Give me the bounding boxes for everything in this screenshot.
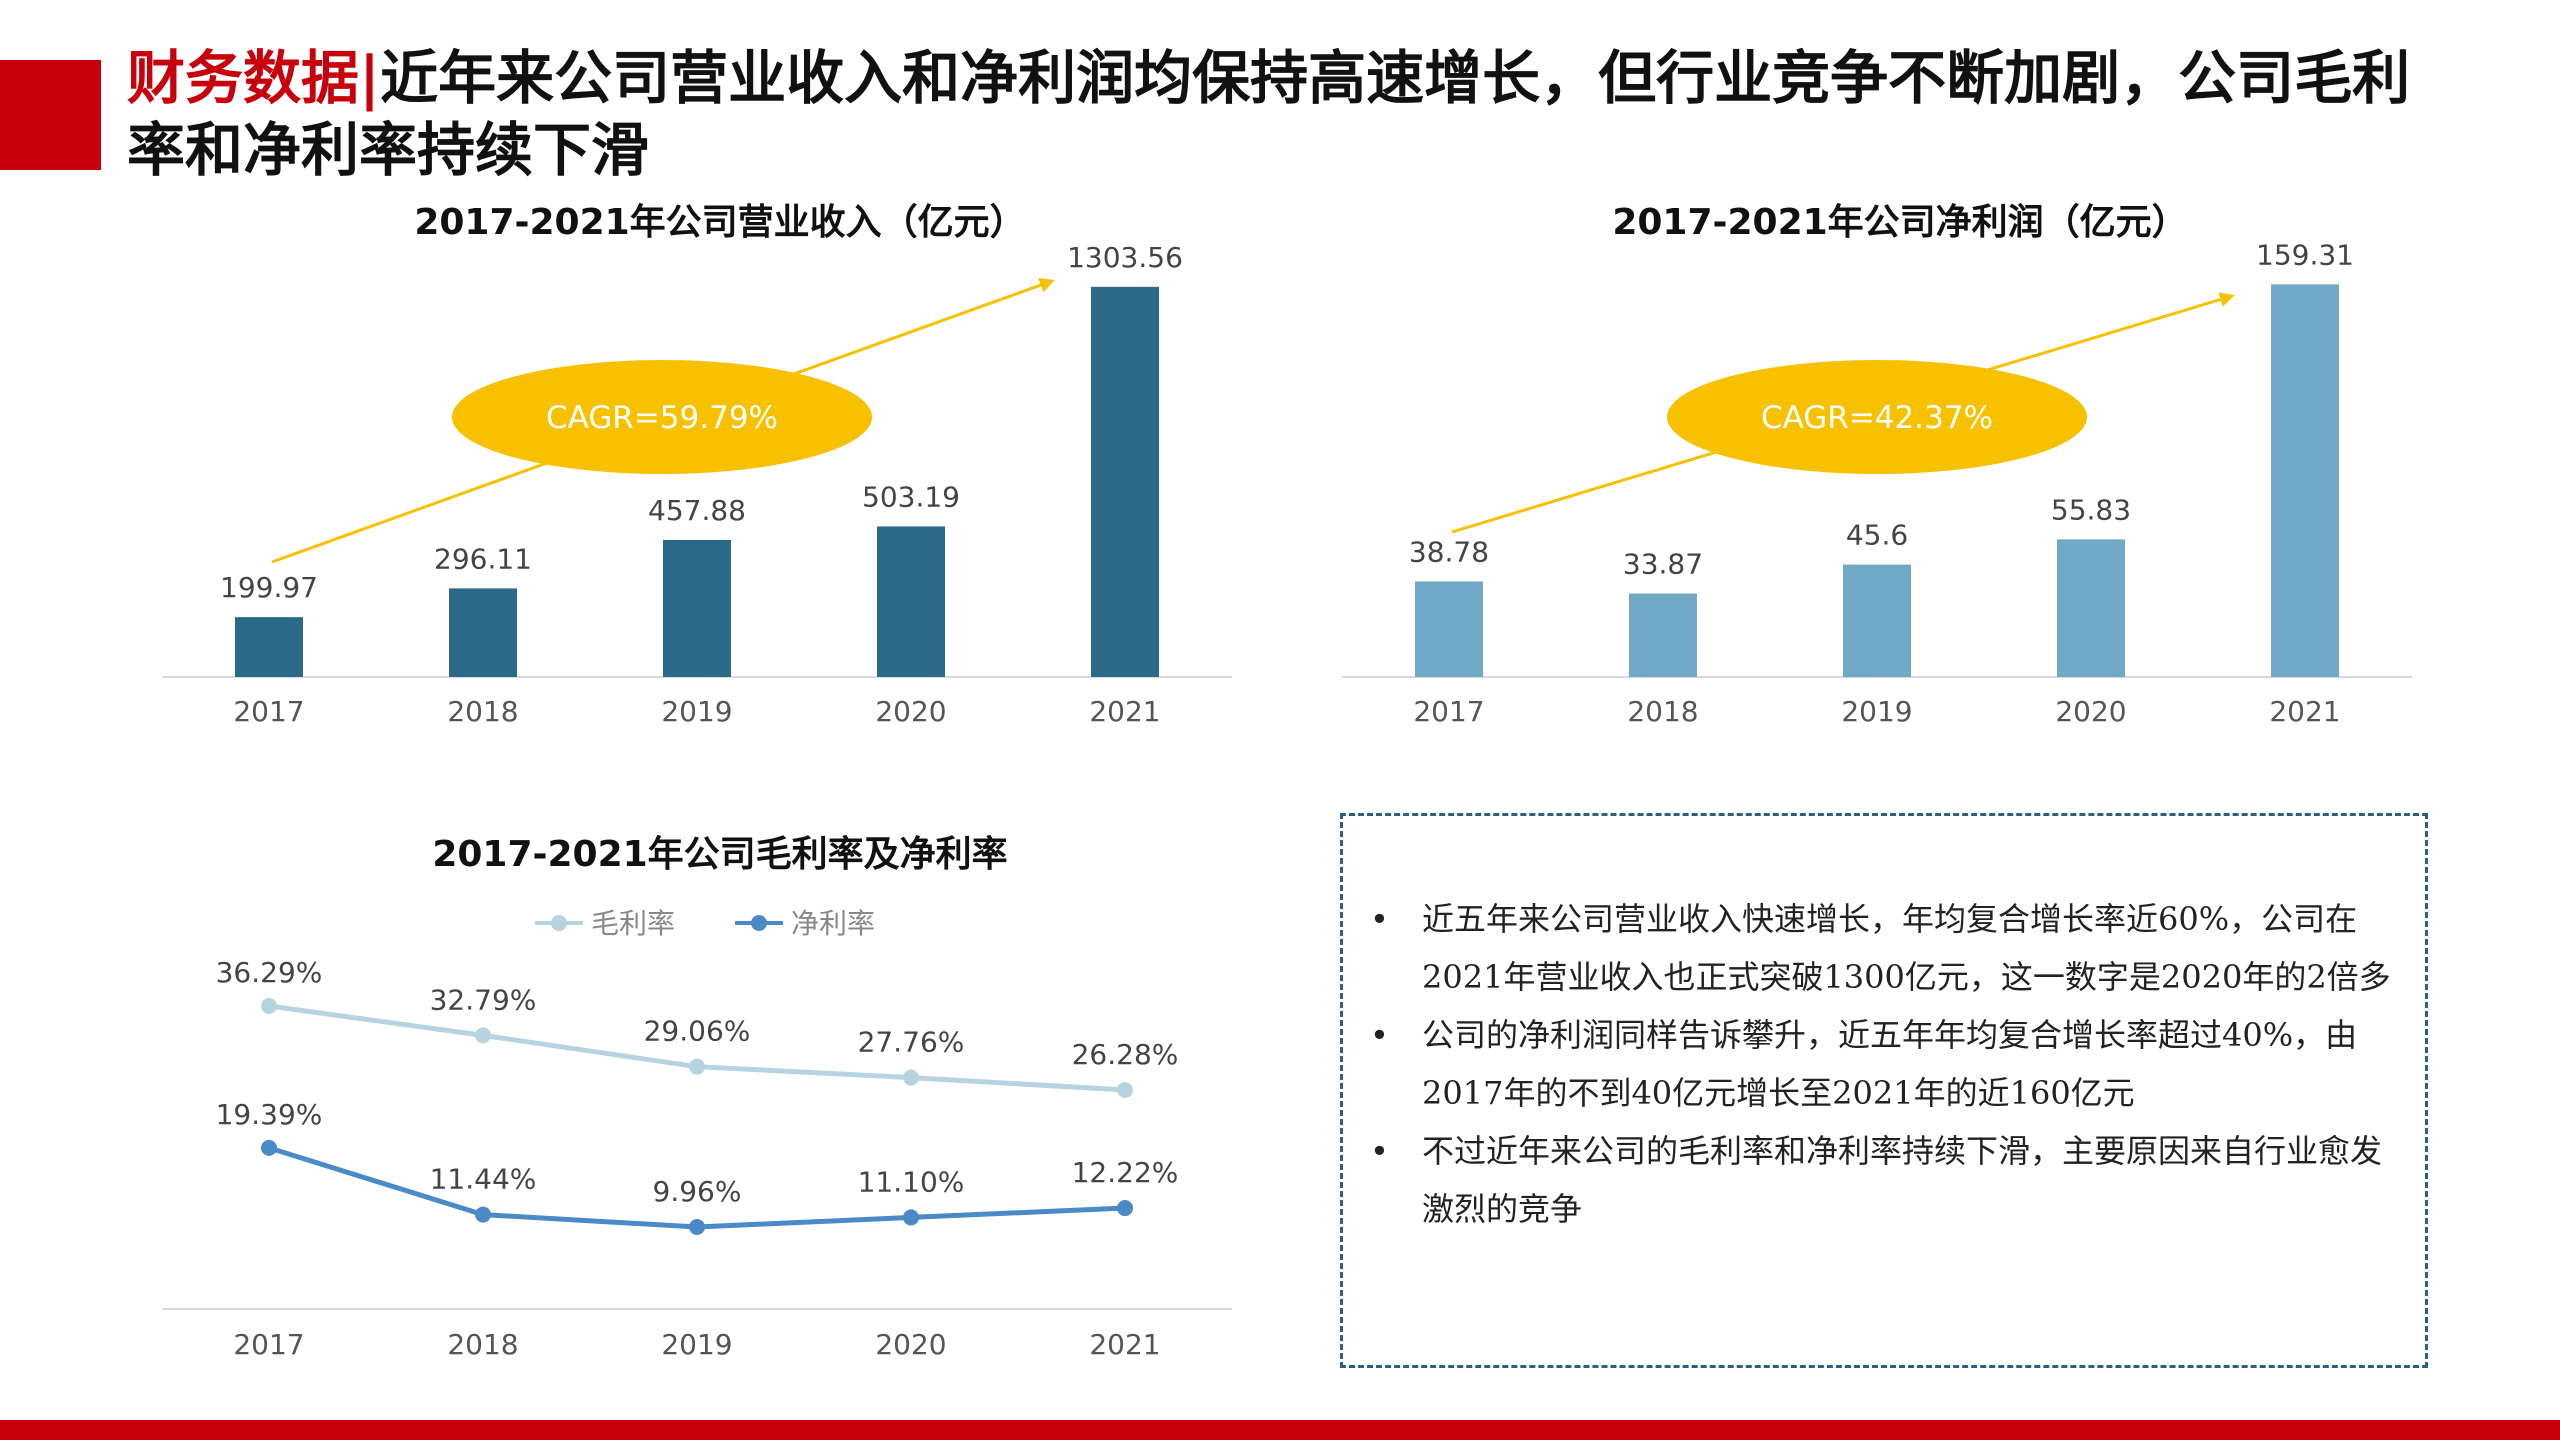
data-label: 12.22% bbox=[1072, 1156, 1179, 1189]
bar-value-label: 33.87 bbox=[1623, 548, 1703, 581]
legend-marker bbox=[751, 915, 767, 931]
x-tick-label: 2019 bbox=[661, 1328, 732, 1361]
note-text: 不过近年来公司的毛利率和净利率持续下滑，主要原因来自行业愈发激烈的竞争 bbox=[1422, 1132, 2383, 1228]
data-point bbox=[689, 1219, 705, 1235]
x-tick-label: 2020 bbox=[875, 695, 946, 728]
data-label: 27.76% bbox=[858, 1026, 965, 1059]
data-label: 29.06% bbox=[644, 1015, 751, 1048]
data-label: 11.44% bbox=[430, 1163, 537, 1196]
bar-value-label: 1303.56 bbox=[1067, 241, 1183, 274]
bar-value-label: 55.83 bbox=[2051, 493, 2131, 526]
bar bbox=[1415, 581, 1483, 677]
bar-value-label: 45.6 bbox=[1846, 519, 1908, 552]
x-tick-label: 2018 bbox=[447, 695, 518, 728]
bar bbox=[1091, 286, 1159, 677]
notes-box bbox=[1340, 813, 2428, 1368]
x-tick-label: 2019 bbox=[1841, 695, 1912, 728]
data-point bbox=[1117, 1082, 1133, 1099]
revenue-chart-title: 2017-2021年公司营业收入（亿元） bbox=[414, 202, 1026, 243]
legend-label: 毛利率 bbox=[591, 907, 675, 940]
x-tick-label: 2018 bbox=[1627, 695, 1698, 728]
headline-tag: 财务数据 bbox=[127, 44, 360, 112]
data-point bbox=[261, 1139, 277, 1156]
x-tick-label: 2021 bbox=[1089, 1328, 1160, 1361]
x-tick-label: 2019 bbox=[661, 695, 732, 728]
data-point bbox=[689, 1058, 705, 1075]
cagr-label: CAGR=42.37% bbox=[1761, 400, 1993, 436]
legend-marker bbox=[551, 915, 567, 931]
bar bbox=[1843, 564, 1911, 677]
data-label: 26.28% bbox=[1072, 1038, 1179, 1071]
bar-value-label: 159.31 bbox=[2256, 238, 2354, 271]
cagr-ellipse bbox=[1667, 360, 2087, 474]
bar-value-label: 38.78 bbox=[1409, 535, 1489, 568]
x-tick-label: 2020 bbox=[2055, 695, 2126, 728]
x-tick-label: 2018 bbox=[447, 1328, 518, 1361]
data-point bbox=[261, 998, 277, 1014]
x-tick-label: 2021 bbox=[2269, 695, 2340, 728]
profit-chart-title: 2017-2021年公司净利润（亿元） bbox=[1612, 202, 2188, 243]
bullet-icon: • bbox=[1370, 1132, 1389, 1170]
x-tick-label: 2020 bbox=[875, 1328, 946, 1361]
bar-value-label: 503.19 bbox=[862, 480, 960, 513]
bar-value-label: 199.97 bbox=[220, 571, 318, 604]
headline-separator: | bbox=[359, 44, 381, 112]
data-point bbox=[903, 1069, 919, 1086]
data-point bbox=[1117, 1200, 1133, 1217]
notes-list: • 近五年来公司营业收入快速增长，年均复合增长率近60%，公司在2021年营业收入… bbox=[1370, 890, 2410, 1238]
title-accent-block bbox=[0, 60, 101, 170]
data-label: 36.29% bbox=[216, 956, 323, 989]
cagr-label: CAGR=59.79% bbox=[546, 400, 778, 436]
bar bbox=[663, 539, 731, 677]
legend-label: 净利率 bbox=[791, 907, 875, 940]
page-headline: 财务数据|近年来公司营业收入和净利润均保持高速增长，但行业竞争不断加剧，公司毛利… bbox=[127, 42, 2457, 186]
bar-value-label: 296.11 bbox=[434, 542, 532, 575]
data-label: 19.39% bbox=[216, 1098, 323, 1131]
data-point bbox=[475, 1206, 491, 1223]
data-label: 11.10% bbox=[858, 1165, 965, 1198]
data-point bbox=[903, 1209, 919, 1226]
cagr-ellipse bbox=[452, 360, 872, 474]
footer-bar bbox=[0, 1420, 2560, 1440]
bar bbox=[449, 588, 517, 677]
x-tick-label: 2017 bbox=[233, 1328, 304, 1361]
bullet-icon: • bbox=[1370, 900, 1389, 938]
bar bbox=[2057, 539, 2125, 677]
note-text: 公司的净利润同样告诉攀升，近五年年均复合增长率超过40%，由2017年的不到40… bbox=[1422, 1016, 2358, 1112]
margin-chart-title: 2017-2021年公司毛利率及净利率 bbox=[432, 834, 1008, 875]
note-item: • 公司的净利润同样告诉攀升，近五年年均复合增长率超过40%，由2017年的不到4… bbox=[1370, 1006, 2410, 1122]
x-tick-label: 2021 bbox=[1089, 695, 1160, 728]
note-item: • 近五年来公司营业收入快速增长，年均复合增长率近60%，公司在2021年营业收入… bbox=[1370, 890, 2410, 1006]
data-label: 9.96% bbox=[653, 1175, 742, 1208]
data-label: 32.79% bbox=[430, 983, 537, 1016]
bar bbox=[2271, 284, 2339, 677]
data-point bbox=[475, 1027, 491, 1044]
bullet-icon: • bbox=[1370, 1016, 1389, 1054]
bar bbox=[877, 526, 945, 677]
note-item: • 不过近年来公司的毛利率和净利率持续下滑，主要原因来自行业愈发激烈的竞争 bbox=[1370, 1122, 2410, 1238]
note-text: 近五年来公司营业收入快速增长，年均复合增长率近60%，公司在2021年营业收入也… bbox=[1422, 900, 2391, 996]
bar-value-label: 457.88 bbox=[648, 494, 746, 527]
bar bbox=[1629, 593, 1697, 677]
x-tick-label: 2017 bbox=[233, 695, 304, 728]
x-tick-label: 2017 bbox=[1413, 695, 1484, 728]
headline-text: 近年来公司营业收入和净利润均保持高速增长，但行业竞争不断加剧，公司毛利率和净利率… bbox=[127, 44, 2411, 184]
bar bbox=[235, 617, 303, 677]
